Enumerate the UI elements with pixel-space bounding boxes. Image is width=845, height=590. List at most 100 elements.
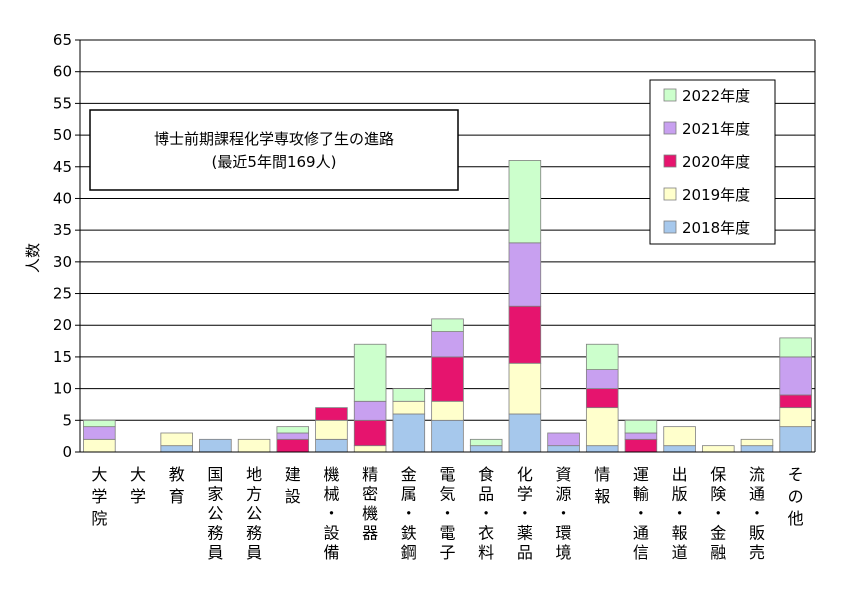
x-category-label: 大学院	[91, 465, 107, 528]
x-category-label: 国家公務員	[207, 465, 223, 562]
bar-segment	[508, 413, 542, 453]
bar-segment	[353, 445, 387, 453]
y-tick-label: 65	[53, 31, 72, 49]
x-category-label: 地方公務員	[246, 465, 262, 562]
bar-segment	[624, 432, 658, 440]
legend-label: 2019年度	[682, 186, 750, 204]
bar-segment	[315, 438, 348, 453]
bar-segment	[585, 343, 619, 371]
bar-segment	[585, 407, 619, 447]
bar-segment	[315, 407, 348, 421]
bar-segment	[469, 445, 503, 453]
bar-segment	[663, 426, 696, 447]
legend-swatch	[663, 121, 677, 135]
bar-segment	[547, 432, 580, 447]
bar-segment	[315, 419, 348, 440]
legend-swatch	[663, 154, 677, 168]
y-tick-label: 35	[53, 221, 72, 239]
x-category-label: 教育	[169, 465, 185, 506]
bar-segment	[160, 445, 193, 453]
y-tick-label: 0	[62, 443, 72, 461]
bar-segment	[585, 369, 619, 390]
bar-segment	[276, 426, 310, 434]
y-tick-label: 60	[53, 63, 72, 81]
bar-segment	[624, 419, 658, 434]
bar-segment	[702, 445, 735, 453]
y-tick-label: 50	[53, 126, 72, 144]
bar-segment	[276, 438, 310, 453]
x-category-label: 運輸・通信	[633, 465, 649, 562]
legend-label: 2022年度	[682, 87, 750, 105]
x-category-label: 資源・環境	[556, 465, 572, 562]
chart-subtitle: (最近5年間169人)	[212, 153, 337, 171]
bar-segment	[624, 438, 658, 453]
legend-label: 2021年度	[682, 120, 750, 138]
bar-segment	[779, 394, 812, 409]
y-tick-labels: 0 5 10 15 20 25 30 35 40 45 50 55 60 65	[53, 31, 72, 461]
bar-segment	[160, 432, 193, 447]
x-category-label: 金属・鉄鋼	[401, 465, 417, 562]
y-tick-label: 55	[53, 94, 72, 112]
bar-segment	[353, 343, 387, 402]
bar-segment	[431, 318, 464, 332]
x-category-label: 出版・報道	[672, 465, 688, 562]
bar-segment	[353, 400, 387, 421]
bar-segment	[83, 426, 116, 440]
bar-segment	[199, 438, 232, 453]
bar-segment	[663, 445, 696, 453]
bar-segment	[431, 419, 464, 453]
bar-segment	[779, 407, 812, 428]
bar-segment	[392, 413, 426, 453]
x-category-label: その他	[788, 465, 804, 528]
bar-segment	[392, 400, 426, 415]
y-tick-label: 20	[53, 316, 72, 334]
legend-swatch	[663, 187, 677, 201]
bar-segment	[585, 445, 619, 453]
bar-segment	[547, 445, 580, 453]
x-category-label: 精密機器	[362, 465, 378, 543]
bar-segment	[469, 438, 503, 447]
x-category-label: 化学・薬品	[517, 465, 533, 562]
y-axis-label: 人数	[24, 243, 42, 273]
y-tick-label: 25	[53, 285, 72, 303]
bar-segment	[83, 438, 116, 453]
x-category-label: 情報	[594, 465, 610, 506]
bar-segment	[779, 356, 812, 396]
x-category-label: 建設	[285, 465, 301, 506]
bar-segment	[740, 445, 774, 453]
bar-segment	[740, 438, 774, 447]
bar-segment	[276, 432, 310, 440]
bar-segment	[431, 356, 464, 402]
x-category-label: 流通・販売	[749, 465, 765, 562]
legend-label: 2020年度	[682, 153, 750, 171]
bar-segment	[585, 388, 619, 409]
legend-label: 2018年度	[682, 219, 750, 237]
bar-segment	[431, 331, 464, 358]
title-box: 博士前期課程化学専攻修了生の進路 (最近5年間169人)	[89, 109, 459, 191]
legend: 2022年度 2021年度 2020年度 2019年度 2018年度	[649, 79, 776, 245]
bar-segment	[779, 337, 812, 358]
x-category-label: 電気・電子	[439, 465, 455, 562]
y-tick-label: 45	[53, 158, 72, 176]
legend-swatch	[663, 220, 677, 234]
bars-group	[83, 160, 812, 453]
x-category-label: 大学	[130, 465, 146, 506]
bar-segment	[392, 388, 426, 402]
y-tick-label: 10	[53, 380, 72, 398]
y-tick-label: 5	[62, 411, 72, 429]
y-tick-label: 30	[53, 253, 72, 271]
bar-segment	[508, 160, 542, 244]
bar-segment	[353, 419, 387, 447]
bar-segment	[779, 426, 812, 453]
y-tick-label: 15	[53, 348, 72, 366]
bar-segment	[508, 242, 542, 307]
x-category-label: 保険・金融	[710, 465, 726, 562]
y-tick-label: 40	[53, 189, 72, 207]
legend-swatch	[663, 88, 677, 102]
bar-segment	[237, 438, 271, 453]
bar-segment	[508, 305, 542, 364]
x-category-label: 機械・設備	[323, 465, 339, 562]
bar-segment	[431, 400, 464, 421]
